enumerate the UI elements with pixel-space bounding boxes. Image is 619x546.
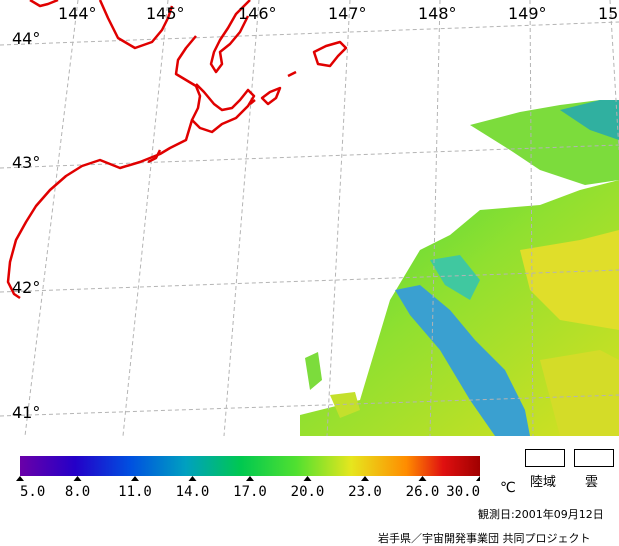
- lat-label-41: 41°: [12, 403, 40, 422]
- colorbar-gradient: [20, 456, 480, 476]
- temperature-colorbar: 5.0 8.0 11.0 14.0 17.0 20.0 23.0 26.0 30.0: [16, 456, 480, 500]
- coastline: [6, 0, 348, 300]
- colorbar-tick-mark: [303, 476, 312, 481]
- graticule: [0, 0, 619, 436]
- colorbar-tick-label: 23.0: [348, 484, 382, 500]
- colorbar-tick-marks: [16, 476, 480, 481]
- colorbar-tick-label: 5.0: [20, 484, 45, 500]
- colorbar-tick-label: 26.0: [406, 484, 440, 500]
- colorbar-tick-label: 14.0: [176, 484, 210, 500]
- colorbar-tick-labels: 5.0 8.0 11.0 14.0 17.0 20.0 23.0 26.0 30.0: [20, 484, 480, 500]
- cloud-key-label: 雲: [585, 475, 599, 490]
- colorbar-tick-mark: [246, 476, 254, 481]
- lon-label-147: 147°: [328, 4, 367, 23]
- colorbar-tick-label: 8.0: [65, 484, 90, 500]
- colorbar-tick-mark: [73, 476, 82, 481]
- lon-label-149: 149°: [508, 4, 547, 23]
- lon-label-146: 146°: [238, 4, 277, 23]
- lat-label-44: 44°: [12, 29, 40, 48]
- lon-label-150: 15: [598, 4, 618, 23]
- credit-text: 岩手県／宇宙開発事業団 共同プロジェクト: [378, 532, 591, 545]
- colorbar-tick-mark: [16, 476, 24, 481]
- colorbar-tick-mark: [361, 476, 369, 481]
- colorbar-tick-mark: [131, 476, 139, 481]
- longitude-labels: 144° 145° 146° 147° 148° 149° 15: [58, 4, 618, 23]
- colorbar-tick-label: 17.0: [233, 484, 267, 500]
- cloud-key-swatch: [574, 449, 614, 467]
- colorbar-tick-label: 30.0: [446, 484, 480, 500]
- land-key-label: 陸域: [530, 475, 557, 490]
- observation-date: 観測日:2001年09月12日: [478, 508, 604, 521]
- lon-label-145: 145°: [146, 4, 185, 23]
- colorbar-tick-label: 20.0: [291, 484, 325, 500]
- unit-label: ℃: [500, 480, 516, 496]
- lat-label-42: 42°: [12, 278, 40, 297]
- legend-panel: 5.0 8.0 11.0 14.0 17.0 20.0 23.0 26.0 30.0 ℃ 陸域 …: [0, 436, 619, 546]
- lat-label-43: 43°: [12, 153, 40, 172]
- sst-data-layer: [300, 100, 619, 436]
- sst-map: 144° 145° 146° 147° 148° 149° 15 44° 43°…: [0, 0, 619, 436]
- lon-label-148: 148°: [418, 4, 457, 23]
- lon-label-144: 144°: [58, 4, 97, 23]
- colorbar-tick-label: 11.0: [118, 484, 152, 500]
- land-key-swatch: [525, 449, 565, 467]
- map-canvas: 144° 145° 146° 147° 148° 149° 15 44° 43°…: [0, 0, 619, 436]
- colorbar-tick-mark: [188, 476, 197, 481]
- colorbar-tick-mark: [476, 476, 480, 481]
- colorbar-tick-mark: [418, 476, 427, 481]
- latitude-labels: 44° 43° 42° 41°: [12, 29, 40, 422]
